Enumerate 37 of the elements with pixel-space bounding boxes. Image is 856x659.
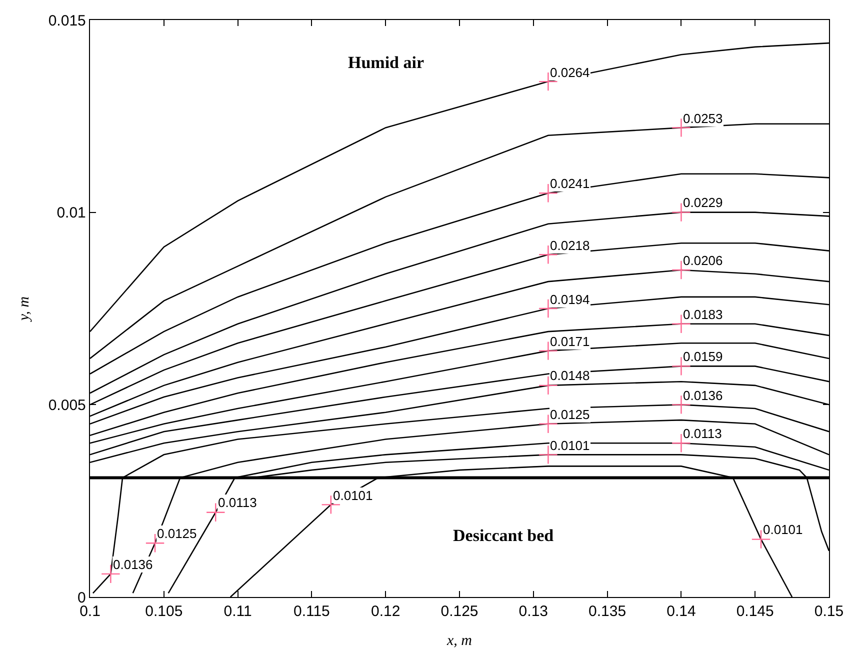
x-axis-title: x, m bbox=[446, 633, 472, 650]
x-tick-label: 0.14 bbox=[666, 603, 696, 620]
x-tick-label: 0.15 bbox=[814, 603, 844, 620]
x-tick-label: 0.12 bbox=[371, 603, 400, 620]
annotation: 0.0218 bbox=[550, 238, 590, 253]
annotation: 0.0125 bbox=[550, 407, 590, 422]
annotation: 0.0159 bbox=[683, 349, 723, 364]
annotation: 0.0253 bbox=[683, 111, 723, 126]
annotation: 0.0136 bbox=[113, 557, 153, 572]
annotation: 0.0194 bbox=[550, 292, 590, 307]
annotation: 0.0206 bbox=[683, 253, 723, 268]
y-tick-label: 0.01 bbox=[56, 204, 86, 222]
annotation: 0.0264 bbox=[550, 65, 590, 80]
x-tick-label: 0.105 bbox=[145, 603, 183, 620]
x-tick-label: 0.11 bbox=[224, 603, 252, 620]
x-tick-label: 0.13 bbox=[518, 603, 548, 620]
x-tick-label: 0.135 bbox=[588, 603, 626, 620]
x-tick-label: 0.125 bbox=[440, 603, 478, 620]
annotation: 0.0113 bbox=[218, 495, 257, 510]
annotation: Humid air bbox=[348, 53, 424, 72]
annotation: 0.0148 bbox=[550, 368, 590, 383]
annotation: Desiccant bed bbox=[453, 526, 554, 545]
annotation: 0.0101 bbox=[550, 438, 590, 453]
y-tick-label: 0.005 bbox=[48, 396, 86, 414]
y-tick-label: 0.015 bbox=[48, 12, 86, 30]
annotation: 0.0113 bbox=[683, 426, 722, 441]
annotation: 0.0136 bbox=[683, 388, 723, 403]
annotation: 0.0101 bbox=[763, 522, 803, 537]
y-axis-title: y, m bbox=[16, 296, 33, 323]
annotation: 0.0171 bbox=[550, 334, 590, 349]
annotation: 0.0183 bbox=[683, 307, 723, 322]
annotation: 0.0125 bbox=[157, 526, 197, 541]
x-tick-label: 0.115 bbox=[293, 603, 330, 620]
annotation: 0.0241 bbox=[550, 176, 590, 191]
annotation: 0.0229 bbox=[683, 195, 723, 210]
annotation: 0.0101 bbox=[333, 488, 373, 503]
x-tick-label: 0.145 bbox=[736, 603, 774, 620]
